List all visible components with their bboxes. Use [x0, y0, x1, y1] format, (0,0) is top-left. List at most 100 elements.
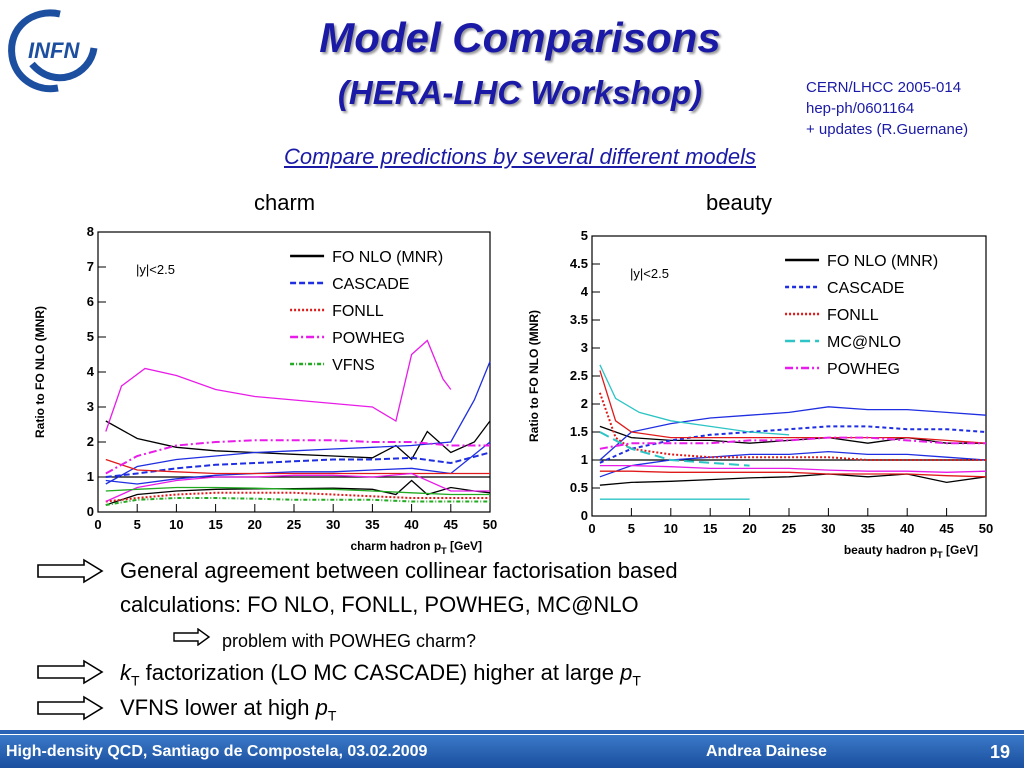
y-tick-label: 4: [87, 364, 95, 379]
footer-event: High-density QCD, Santiago de Compostela…: [6, 743, 428, 760]
arrow-icon: [37, 558, 104, 584]
rapidity-annotation: |y|<2.5: [136, 262, 175, 277]
arrow-icon: [37, 695, 104, 721]
beauty-chart: 0 5 10 15 20 25 30 35 40 45 50 0 0.5 1 1.5 2 2.5 3 3.5 4 4.5…: [527, 228, 993, 558]
y-axis-label: Ratio to FO NLO (MNR): [527, 310, 541, 442]
y-tick-label: 4.5: [570, 256, 588, 271]
compare-text: Compare predictions by several different…: [283, 144, 756, 169]
y-axis-label: Ratio to FO NLO (MNR): [33, 306, 47, 438]
series-line: [105, 420, 491, 461]
series-line: [599, 450, 987, 478]
y-tick-label: 5: [87, 329, 94, 344]
footer-line: [0, 730, 1024, 734]
series-line: [599, 431, 750, 467]
y-tick-label: 3.5: [570, 312, 588, 327]
reference-line: + updates (R.Guernane): [806, 121, 969, 138]
y-tick-label: 3: [87, 399, 94, 414]
y-tick-label: 8: [87, 224, 94, 239]
bullet-general-agreement-cont: calculations: FO NLO, FONLL, POWHEG, MC@…: [120, 592, 639, 617]
series-line: [599, 464, 987, 473]
y-tick-label: 2: [581, 396, 588, 411]
x-tick-label: 40: [404, 517, 418, 532]
x-tick-label: 50: [979, 521, 993, 536]
bullet-general-agreement: General agreement between collinear fact…: [120, 558, 678, 583]
series-line: [105, 486, 490, 496]
x-tick-label: 20: [742, 521, 756, 536]
y-tick-label: 6: [87, 294, 94, 309]
y-tick-label: 1: [87, 469, 94, 484]
x-tick-label: 15: [208, 517, 222, 532]
y-tick-label: 0: [581, 508, 588, 523]
y-tick-label: 3: [581, 340, 588, 355]
legend-label: POWHEG: [827, 361, 900, 378]
series-line: [105, 441, 491, 485]
legend-label: VFNS: [332, 357, 375, 374]
references: CERN/LHCC 2005-014 hep-ph/0601164 + upda…: [806, 77, 968, 140]
series-line: [105, 439, 490, 475]
series-line: [105, 472, 490, 503]
series-line: [105, 497, 490, 506]
x-tick-label: 10: [169, 517, 183, 532]
arrow-icon: [37, 659, 104, 685]
bullet-vfns-lower: VFNS lower at high pT: [120, 695, 337, 724]
bullet-kt-factorization: kT factorization (LO MC CASCADE) higher …: [120, 660, 641, 689]
legend-label: POWHEG: [332, 330, 405, 347]
series-line: [599, 364, 790, 436]
footer-author: Andrea Dainese: [706, 743, 827, 760]
series-line: [599, 406, 987, 461]
panel-label-charm: charm: [254, 190, 316, 215]
x-tick-label: 30: [326, 517, 340, 532]
y-tick-label: 2.5: [570, 368, 588, 383]
reference-line: hep-ph/0601164: [806, 100, 915, 117]
series-line: [599, 370, 987, 444]
legend-label: CASCADE: [827, 280, 904, 297]
series-line: [599, 425, 987, 464]
y-tick-label: 2: [87, 434, 94, 449]
y-tick-label: 0.5: [570, 480, 588, 495]
series-line: [105, 361, 491, 485]
panel-label-beauty: beauty: [706, 190, 773, 215]
series-line: [599, 436, 986, 450]
x-tick-label: 45: [444, 517, 458, 532]
bullet-powheg-problem: problem with POWHEG charm?: [222, 631, 477, 651]
legend-label: FONLL: [827, 307, 879, 324]
y-tick-label: 7: [87, 259, 94, 274]
x-tick-label: 20: [248, 517, 262, 532]
series-line: [599, 473, 987, 486]
y-tick-label: 1: [581, 452, 588, 467]
rapidity-annotation: |y|<2.5: [630, 266, 669, 281]
x-tick-label: 40: [900, 521, 914, 536]
reference-line: CERN/LHCC 2005-014: [806, 79, 962, 96]
legend-label: CASCADE: [332, 276, 409, 293]
series-line: [599, 425, 986, 444]
y-tick-label: 4: [581, 284, 589, 299]
infn-logo: INFN: [8, 9, 98, 93]
series-line: [599, 470, 987, 478]
x-axis-label: beauty hadron pT [GeV]: [844, 543, 978, 558]
slide-title: Model Comparisons: [319, 14, 721, 61]
x-tick-label: 35: [861, 521, 875, 536]
x-tick-label: 15: [703, 521, 717, 536]
x-tick-label: 5: [628, 521, 635, 536]
x-tick-label: 25: [782, 521, 796, 536]
y-tick-label: 1.5: [570, 424, 588, 439]
series-line: [105, 451, 491, 478]
x-axis-label: charm hadron pT [GeV]: [350, 539, 482, 554]
arrow-icon: [173, 628, 211, 646]
series-line: [598, 392, 986, 461]
x-tick-label: 25: [287, 517, 301, 532]
x-tick-label: 45: [939, 521, 953, 536]
y-tick-label: 0: [87, 504, 94, 519]
x-tick-label: 0: [94, 517, 101, 532]
x-tick-label: 35: [365, 517, 379, 532]
footer-bar: [0, 735, 1024, 768]
series-line: [105, 339, 452, 432]
slide-subtitle: (HERA-LHC Workshop): [337, 74, 703, 111]
plot-frame: [591, 235, 987, 517]
legend-label: MC@NLO: [827, 334, 901, 351]
legend-label: FONLL: [332, 303, 384, 320]
x-tick-label: 5: [134, 517, 141, 532]
page-number: 19: [990, 742, 1011, 762]
series-line: [105, 458, 490, 475]
